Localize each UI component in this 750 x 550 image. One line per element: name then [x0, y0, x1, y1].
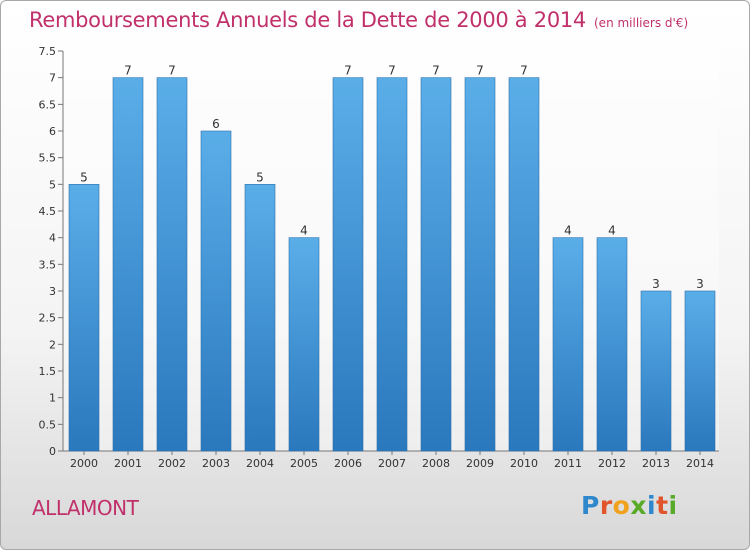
logo-letter: r [599, 491, 613, 520]
y-tick-label: 0.5 [39, 418, 57, 431]
x-tick-label: 2003 [202, 457, 230, 470]
bar-value-label: 7 [168, 64, 176, 78]
y-tick-label: 1 [49, 392, 56, 405]
bar-value-label: 5 [256, 170, 264, 184]
bar-value-label: 7 [432, 64, 440, 78]
bar-value-label: 7 [476, 64, 484, 78]
bar [420, 77, 452, 452]
bar-value-label: 4 [564, 224, 572, 238]
chart-value-labels: 5 7 7 6 5 4 7 7 7 7 7 4 4 3 3 [80, 64, 704, 291]
x-tick-label: 2009 [466, 457, 494, 470]
bar-value-label: 6 [212, 117, 220, 131]
logo-letter: x [630, 491, 647, 520]
y-tick-label: 5 [49, 178, 56, 191]
bar-value-label: 7 [344, 64, 352, 78]
proxiti-logo: Proxiti [581, 491, 678, 520]
y-tick-label: 4 [49, 232, 56, 245]
x-tick-label: 2001 [114, 457, 142, 470]
chart-title-text: Remboursements Annuels de la Dette de 20… [29, 8, 586, 32]
y-tick-label: 1.5 [39, 365, 57, 378]
x-tick-label: 2010 [510, 457, 538, 470]
y-tick-label: 0 [49, 445, 56, 458]
x-tick-label: 2006 [334, 457, 362, 470]
y-tick-label: 6.5 [39, 98, 57, 111]
commune-name: ALLAMONT [32, 496, 139, 520]
bar [376, 77, 408, 452]
bar [596, 237, 628, 452]
y-tick-label: 4.5 [39, 205, 57, 218]
chart-title: Remboursements Annuels de la Dette de 20… [29, 8, 688, 32]
x-tick-label: 2012 [598, 457, 626, 470]
bar-value-label: 5 [80, 170, 88, 184]
y-tick-label: 7.5 [39, 45, 57, 58]
bar-value-label: 7 [388, 64, 396, 78]
chart-bars [68, 77, 716, 452]
bar [200, 130, 232, 452]
bar [684, 290, 716, 452]
x-tick-label: 2013 [642, 457, 670, 470]
chart-unit-note: (en milliers d'€) [594, 16, 689, 30]
x-tick-label: 2004 [246, 457, 274, 470]
y-tick-label: 3.5 [39, 258, 57, 271]
bar [288, 237, 320, 452]
x-tick-label: 2008 [422, 457, 450, 470]
x-tick-label: 2007 [378, 457, 406, 470]
bar-value-label: 4 [608, 224, 616, 238]
logo-letter: o [612, 491, 631, 520]
bar [332, 77, 364, 452]
bar [552, 237, 584, 452]
y-tick-label: 3 [49, 285, 56, 298]
logo-letter: i [668, 491, 678, 520]
bar [464, 77, 496, 452]
y-tick-label: 2 [49, 338, 56, 351]
bar [156, 77, 188, 452]
y-tick-label: 7 [49, 72, 56, 85]
bar [508, 77, 540, 452]
logo-letter: i [647, 491, 657, 520]
bar [68, 184, 100, 452]
bar [112, 77, 144, 452]
y-tick-label: 6 [49, 125, 56, 138]
bar-value-label: 3 [652, 277, 660, 291]
logo-letter: t [656, 491, 669, 520]
x-tick-label: 2014 [686, 457, 714, 470]
y-tick-label: 5.5 [39, 152, 57, 165]
bar-value-label: 4 [300, 224, 308, 238]
bar-value-label: 7 [124, 64, 132, 78]
x-tick-label: 2000 [70, 457, 98, 470]
bar-value-label: 3 [696, 277, 704, 291]
bar-value-label: 7 [520, 64, 528, 78]
x-tick-label: 2005 [290, 457, 318, 470]
bar [640, 290, 672, 452]
bar [244, 184, 276, 452]
logo-letter: P [581, 491, 600, 520]
x-tick-label: 2011 [554, 457, 582, 470]
x-tick-label: 2002 [158, 457, 186, 470]
y-tick-label: 2.5 [39, 312, 57, 325]
